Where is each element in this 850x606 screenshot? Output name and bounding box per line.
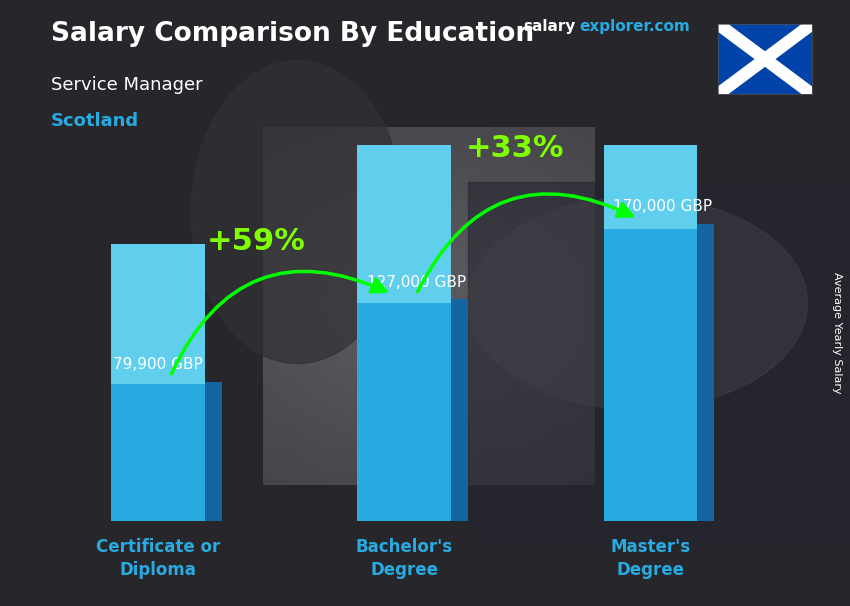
Bar xyxy=(604,0,697,230)
Text: Scotland: Scotland xyxy=(51,112,139,130)
Bar xyxy=(468,182,850,545)
Text: explorer.com: explorer.com xyxy=(580,19,690,35)
Text: salary: salary xyxy=(523,19,575,35)
Bar xyxy=(357,299,451,521)
Bar xyxy=(604,224,697,521)
Bar xyxy=(357,81,451,303)
Text: Salary Comparison By Education: Salary Comparison By Education xyxy=(51,21,534,47)
Bar xyxy=(205,382,222,521)
Bar xyxy=(111,382,205,521)
Text: +59%: +59% xyxy=(207,227,306,256)
Bar xyxy=(451,299,468,521)
Text: Service Manager: Service Manager xyxy=(51,76,202,94)
Text: +33%: +33% xyxy=(466,135,564,164)
Text: 79,900 GBP: 79,900 GBP xyxy=(113,357,203,372)
Text: 127,000 GBP: 127,000 GBP xyxy=(367,275,466,290)
Bar xyxy=(697,224,714,521)
Bar xyxy=(111,244,205,384)
Text: Average Yearly Salary: Average Yearly Salary xyxy=(832,273,842,394)
Text: 170,000 GBP: 170,000 GBP xyxy=(613,199,712,215)
Ellipse shape xyxy=(191,61,404,364)
Ellipse shape xyxy=(468,197,808,409)
